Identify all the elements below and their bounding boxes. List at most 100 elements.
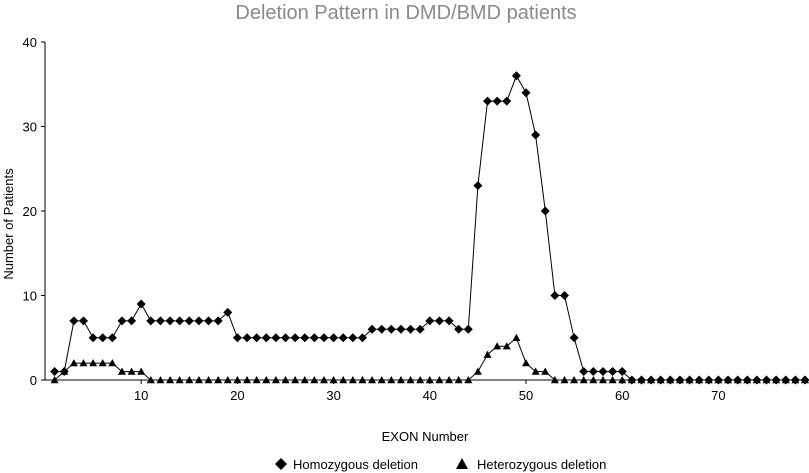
data-point-diamond [617,367,627,377]
data-point-diamond [194,316,204,326]
data-point-diamond [511,71,521,81]
data-point-triangle [175,376,184,384]
data-point-triangle [675,376,684,384]
data-point-diamond [559,291,569,300]
data-point-triangle [445,376,454,384]
data-point-diamond [223,307,233,317]
data-point-triangle [89,359,98,367]
legend-diamond-marker [275,458,287,470]
data-point-triangle [368,376,377,384]
data-point-triangle [541,367,550,375]
data-point-diamond [175,316,185,326]
data-point-triangle [194,376,203,384]
data-point-diamond [155,316,165,326]
x-tick-label: 30 [326,388,340,403]
y-tick-label: 0 [30,373,37,388]
data-point-diamond [444,316,454,326]
data-point-diamond [463,324,473,334]
data-point-triangle [396,376,405,384]
data-point-diamond [531,130,541,140]
data-point-triangle [50,376,59,384]
data-point-diamond [146,316,156,326]
legend-label-heterozygous: Heterozygous deletion [477,457,606,472]
data-point-diamond [69,316,79,326]
data-point-triangle [214,376,223,384]
data-point-diamond [367,324,377,334]
data-point-diamond [232,333,242,343]
x-tick-label: 20 [230,388,244,403]
data-point-triangle [560,376,569,384]
data-point-diamond [473,181,483,191]
chart-title: Deletion Pattern in DMD/BMD patients [235,2,576,24]
data-point-diamond [598,367,608,377]
data-point-triangle [618,376,627,384]
data-point-triangle [146,376,155,384]
legend-triangle-marker [456,458,468,469]
data-point-diamond [454,324,464,334]
x-tick-label: 70 [711,388,725,403]
data-point-triangle [512,333,521,341]
data-point-triangle [743,376,752,384]
data-point-diamond [213,316,223,326]
data-point-triangle [425,376,434,384]
data-point-diamond [309,333,319,343]
data-point-triangle [666,376,675,384]
data-point-diamond [78,316,88,326]
x-axis-label: EXON Number [382,429,469,444]
data-point-triangle [435,376,444,384]
series-line [54,336,805,381]
data-point-diamond [377,324,387,334]
data-point-triangle [589,376,598,384]
data-point-triangle [319,376,328,384]
data-point-triangle [98,359,107,367]
series-0 [50,71,809,385]
data-point-triangle [416,376,425,384]
data-point-triangle [252,376,261,384]
data-point-triangle [656,376,665,384]
data-point-triangle [79,359,88,367]
data-point-triangle [454,376,463,384]
data-point-diamond [396,324,406,334]
data-point-triangle [772,376,781,384]
legend: Homozygous deletion Heterozygous deletio… [275,457,606,472]
data-point-triangle [791,376,800,384]
data-point-diamond [521,88,531,98]
data-point-triangle [387,376,396,384]
data-point-diamond [319,333,329,343]
data-point-triangle [714,376,723,384]
data-point-triangle [502,342,511,350]
data-point-triangle [348,376,357,384]
data-point-triangle [733,376,742,384]
legend-label-homozygous: Homozygous deletion [293,457,418,472]
y-tick-label: 40 [23,35,37,50]
y-tick-label: 20 [23,204,37,219]
data-point-diamond [502,96,512,106]
data-point-triangle [598,376,607,384]
data-point-triangle [570,376,579,384]
data-point-triangle [137,367,146,375]
data-point-triangle [522,359,531,367]
data-point-diamond [98,333,108,343]
data-point-diamond [271,333,281,343]
data-point-diamond [588,367,598,377]
data-point-triangle [801,376,809,384]
data-point-triangle [243,376,252,384]
data-point-triangle [752,376,761,384]
data-point-triangle [724,376,733,384]
data-point-triangle [550,376,559,384]
data-point-triangle [406,376,415,384]
data-point-triangle [117,367,126,375]
data-point-diamond [165,316,175,326]
data-point-diamond [136,299,146,309]
y-tick-label: 10 [23,289,37,304]
data-point-triangle [493,342,502,350]
data-point-diamond [579,367,589,377]
data-point-diamond [184,316,194,326]
data-point-triangle [108,359,117,367]
data-point-triangle [223,376,232,384]
x-tick-label: 10 [134,388,148,403]
y-axis-label: Number of Patients [1,168,16,280]
data-point-triangle [627,376,636,384]
series-line [54,74,805,381]
